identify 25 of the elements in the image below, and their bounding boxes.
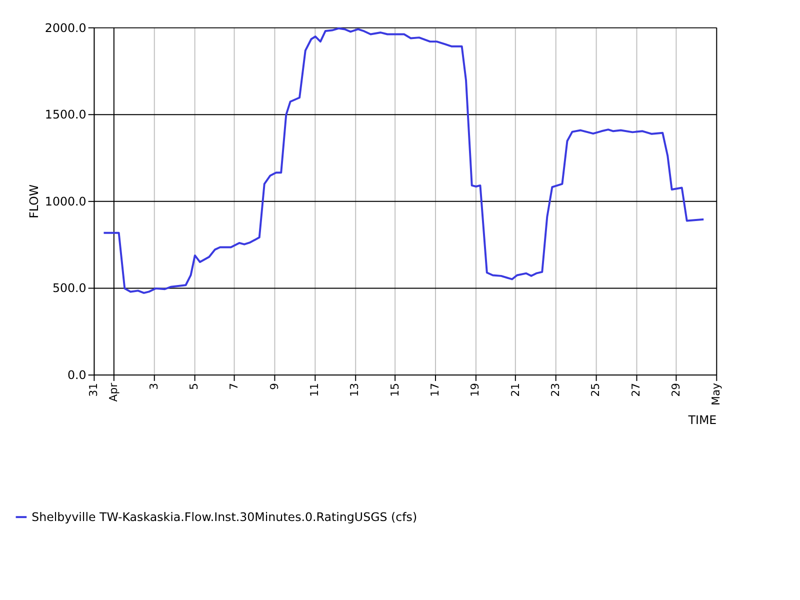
x-tick-label: Apr (107, 382, 120, 402)
x-tick-label: 11 (308, 382, 322, 397)
y-tick-label: 1000.0 (44, 194, 86, 208)
y-axis-title: FLOW (26, 184, 41, 218)
x-tick-label: 19 (468, 382, 482, 397)
x-tick-label: 31 (87, 382, 100, 397)
x-tick-label: 15 (388, 382, 402, 397)
legend-label: Shelbyville TW-Kaskaskia.Flow.Inst.30Minutes.0.RatingUSGS (cfs) (32, 510, 418, 524)
x-tick-label: 23 (548, 382, 562, 397)
x-tick-label: 27 (629, 382, 642, 397)
x-tick-label: 5 (188, 382, 201, 390)
x-tick-label: 7 (228, 382, 241, 390)
x-tick-label: 3 (147, 382, 160, 390)
y-tick-label: 0.0 (68, 368, 86, 382)
x-tick-label: 17 (428, 382, 442, 397)
y-tick-label: 1500.0 (44, 108, 86, 122)
x-tick-label: 13 (348, 382, 362, 397)
x-tick-label: 21 (508, 382, 522, 397)
x-tick-label: 9 (268, 382, 281, 390)
x-axis-title: TIME (687, 413, 717, 428)
x-tick-label: 29 (669, 382, 682, 397)
x-tick-label: 25 (589, 382, 602, 397)
y-tick-label: 500.0 (52, 281, 86, 296)
y-tick-label: 2000.0 (44, 20, 86, 35)
x-tick-label: May (710, 382, 723, 406)
